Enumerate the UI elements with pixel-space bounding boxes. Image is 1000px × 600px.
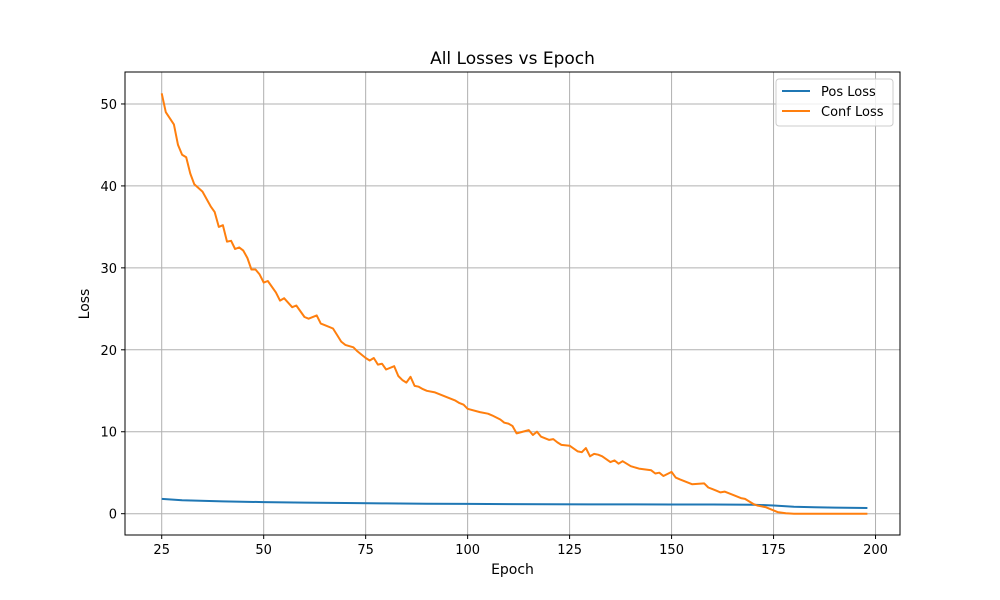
x-tick-label: 25 bbox=[153, 543, 170, 558]
legend-label-conf-loss: Conf Loss bbox=[821, 105, 884, 120]
plot-frame bbox=[124, 71, 901, 536]
x-tick-label: 75 bbox=[357, 543, 374, 558]
y-tick-label: 0 bbox=[109, 508, 117, 523]
axis-ticks: 25 50 75 100 125 150 175 200 0 10 20 30 40 50 bbox=[100, 98, 887, 558]
legend-label-pos-loss: Pos Loss bbox=[821, 85, 876, 100]
y-tick-label: 50 bbox=[100, 98, 117, 113]
chart-title: All Losses vs Epoch bbox=[430, 49, 595, 69]
x-tick-label: 200 bbox=[863, 543, 888, 558]
legend: Pos Loss Conf Loss bbox=[775, 78, 894, 127]
x-tick-label: 125 bbox=[557, 543, 582, 558]
x-tick-label: 50 bbox=[255, 543, 272, 558]
y-tick-label: 10 bbox=[100, 426, 117, 441]
y-tick-label: 40 bbox=[100, 180, 117, 195]
y-axis-label: Loss bbox=[77, 289, 93, 320]
grid bbox=[125, 72, 900, 535]
y-tick-label: 20 bbox=[100, 344, 117, 359]
x-tick-label: 150 bbox=[659, 543, 684, 558]
series-line-conf-loss bbox=[160, 93, 868, 515]
x-tick-label: 175 bbox=[761, 543, 786, 558]
x-tick-label: 100 bbox=[455, 543, 480, 558]
series-lines bbox=[160, 93, 868, 515]
y-tick-label: 30 bbox=[100, 262, 117, 277]
series-line-pos-loss bbox=[161, 497, 868, 509]
x-axis-label: Epoch bbox=[491, 562, 534, 578]
